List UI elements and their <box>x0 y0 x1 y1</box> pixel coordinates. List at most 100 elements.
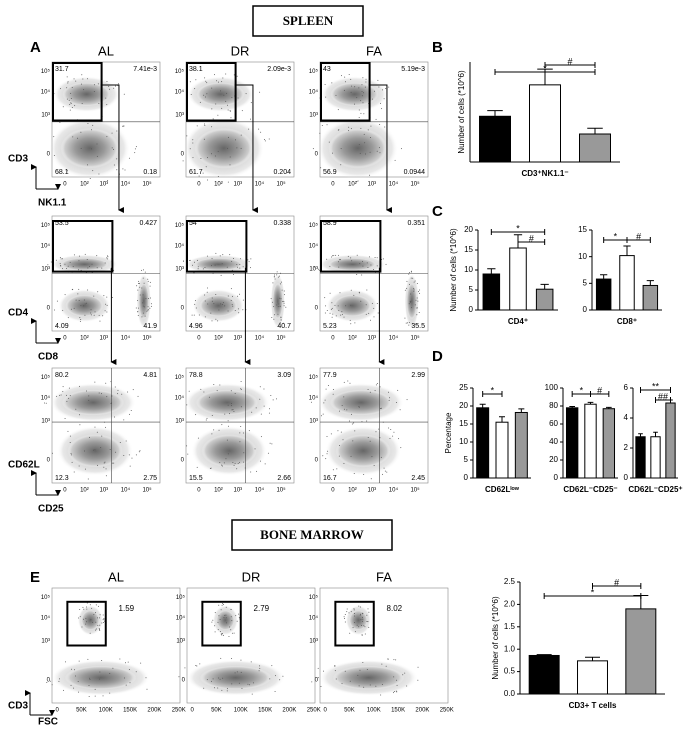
event-dot <box>418 311 420 313</box>
significance-mark: ** <box>652 381 660 391</box>
event-dot <box>221 81 223 83</box>
event-dot <box>211 297 213 299</box>
x-tick-label: 0 <box>55 708 59 714</box>
y-tick-label: 10⁵ <box>309 594 319 601</box>
event-dot <box>215 318 217 320</box>
event-dot <box>95 612 97 614</box>
event-dot <box>221 633 223 635</box>
event-dot <box>324 297 326 299</box>
event-dot <box>413 281 415 283</box>
gate <box>52 220 114 273</box>
event-dot <box>204 124 206 126</box>
y-tick-label: 0 <box>315 458 319 464</box>
quadrant-value: 40.7 <box>277 323 291 330</box>
x-tick-label: 100K <box>234 708 248 714</box>
bar <box>619 255 635 311</box>
event-dot <box>59 394 61 396</box>
event-dot <box>220 657 222 659</box>
event-dot <box>65 661 67 663</box>
event-dot <box>220 274 222 276</box>
event-dot <box>338 266 340 268</box>
event-dot <box>79 609 81 611</box>
event-dot <box>389 397 391 399</box>
header-box <box>231 519 393 551</box>
event-dot <box>260 413 262 415</box>
event-dot <box>105 475 107 477</box>
significance-mark: # <box>567 56 572 66</box>
event-dot <box>113 164 115 166</box>
event-dot <box>350 128 352 130</box>
event-dot <box>202 268 204 270</box>
event-dot <box>267 452 269 454</box>
event-dot <box>78 691 80 693</box>
event-dot <box>381 108 383 110</box>
event-dot <box>83 618 85 620</box>
event-dot <box>66 268 68 270</box>
axis-label: CD62L <box>8 460 40 471</box>
event-dot <box>268 412 270 414</box>
event-dot <box>379 408 381 410</box>
event-dot <box>369 440 371 442</box>
event-dot <box>139 294 141 296</box>
event-dot <box>109 88 111 90</box>
significance-mark: # <box>614 577 619 587</box>
significance-mark: * <box>516 223 520 233</box>
event-dot <box>204 266 206 268</box>
event-dot <box>220 609 222 611</box>
event-dot <box>325 305 327 307</box>
event-dot <box>66 87 68 89</box>
event-dot <box>240 659 242 661</box>
y-tick-label: 10³ <box>41 112 50 118</box>
event-dot <box>191 314 193 316</box>
event-dot <box>363 686 365 688</box>
event-dot <box>254 448 256 450</box>
event-dot <box>45 402 47 404</box>
event-dot <box>195 665 197 667</box>
event-dot <box>327 450 329 452</box>
header-box <box>252 5 364 37</box>
event-dot <box>106 81 108 83</box>
event-dot <box>360 112 362 114</box>
event-dot <box>409 284 411 286</box>
event-dot <box>363 474 365 476</box>
event-dot <box>404 289 406 291</box>
event-dot <box>350 289 352 291</box>
event-dot <box>90 619 92 621</box>
event-dot <box>85 623 87 625</box>
gate-value: 2.79 <box>254 604 270 613</box>
event-dot <box>250 471 252 473</box>
density <box>196 82 245 107</box>
event-dot <box>195 307 197 309</box>
event-dot <box>268 408 270 410</box>
event-dot <box>88 436 90 438</box>
y-tick-label: 10⁴ <box>309 394 319 401</box>
event-dot <box>92 124 94 126</box>
x-tick-label: 0 <box>63 488 67 494</box>
event-dot <box>363 133 365 135</box>
error-bar <box>487 110 503 117</box>
event-dot <box>150 305 152 307</box>
significance-mark: # <box>636 231 641 241</box>
gate <box>320 62 371 122</box>
error-bar <box>585 656 600 661</box>
y-tick-label: 10⁵ <box>309 374 319 381</box>
event-dot <box>354 615 356 617</box>
event-dot <box>199 101 201 103</box>
event-dot <box>240 406 242 408</box>
quadrant-value: 41.9 <box>143 323 157 330</box>
event-dot <box>279 322 281 324</box>
x-tick-label: 10⁵ <box>276 181 286 188</box>
event-dot <box>283 300 285 302</box>
y-tick-label: 0 <box>182 678 186 684</box>
event-dot <box>222 603 224 605</box>
event-dot <box>98 173 100 175</box>
event-dot <box>87 123 89 125</box>
y-tick-label: 10⁴ <box>41 614 51 621</box>
event-dot <box>375 431 377 433</box>
event-dot <box>278 303 280 305</box>
event-dot <box>251 693 253 695</box>
event-dot <box>226 92 228 94</box>
event-dot <box>86 259 88 261</box>
event-dot <box>378 147 380 149</box>
bar <box>476 407 490 479</box>
